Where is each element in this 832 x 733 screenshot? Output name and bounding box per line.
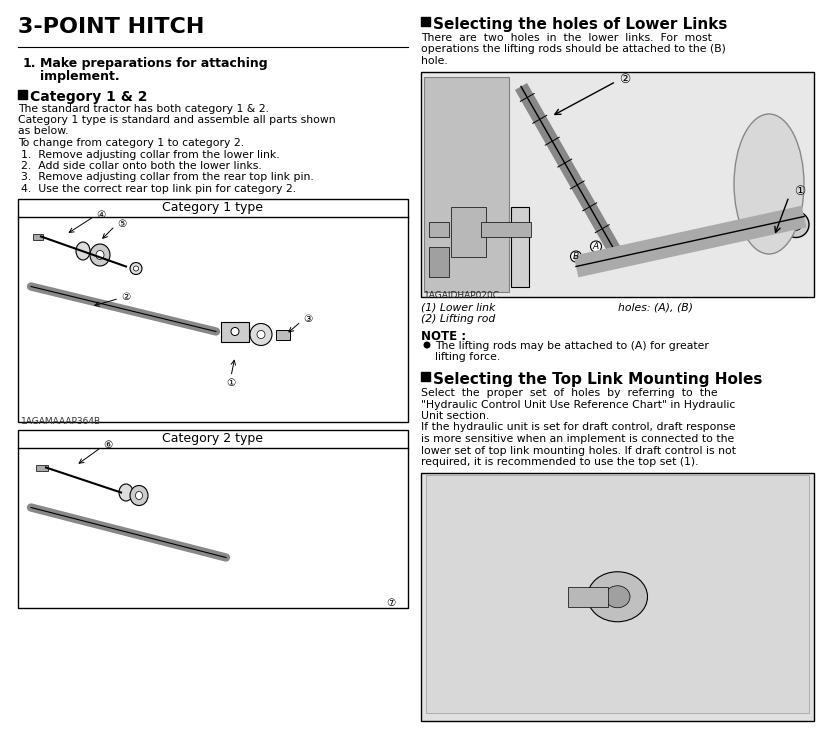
- Text: implement.: implement.: [40, 70, 120, 83]
- Bar: [18, 90, 27, 99]
- Text: 1AGAMAAAP364B: 1AGAMAAAP364B: [21, 418, 102, 427]
- Ellipse shape: [133, 266, 138, 271]
- Text: There  are  two  holes  in  the  lower  links.  For  most: There are two holes in the lower links. …: [421, 33, 712, 43]
- Bar: [421, 17, 430, 26]
- Bar: [426, 474, 809, 713]
- Ellipse shape: [587, 572, 647, 622]
- Text: ⑦: ⑦: [386, 597, 395, 608]
- Text: ②: ②: [121, 292, 131, 301]
- Ellipse shape: [76, 242, 90, 260]
- Text: 1.: 1.: [23, 57, 37, 70]
- Text: required, it is recommended to use the top set (1).: required, it is recommended to use the t…: [421, 457, 699, 467]
- Text: "Hydraulic Control Unit Use Reference Chart" in Hydraulic: "Hydraulic Control Unit Use Reference Ch…: [421, 399, 735, 410]
- Text: If the hydraulic unit is set for draft control, draft response: If the hydraulic unit is set for draft c…: [421, 422, 735, 432]
- Text: ③: ③: [303, 314, 312, 325]
- Text: The standard tractor has both category 1 & 2.: The standard tractor has both category 1…: [18, 103, 269, 114]
- Text: Category 2 type: Category 2 type: [162, 432, 264, 445]
- Text: Unit section.: Unit section.: [421, 411, 489, 421]
- Ellipse shape: [790, 218, 802, 230]
- Text: operations the lifting rods should be attached to the (B): operations the lifting rods should be at…: [421, 45, 726, 54]
- Text: The lifting rods may be attached to (A) for greater: The lifting rods may be attached to (A) …: [435, 341, 709, 351]
- Text: Selecting the Top Link Mounting Holes: Selecting the Top Link Mounting Holes: [433, 372, 762, 387]
- Text: ④: ④: [96, 210, 106, 219]
- Bar: [451, 207, 486, 257]
- Text: To change from category 1 to category 2.: To change from category 1 to category 2.: [18, 138, 244, 148]
- Text: ⑤: ⑤: [117, 219, 126, 229]
- Ellipse shape: [130, 485, 148, 506]
- Ellipse shape: [119, 484, 133, 501]
- Ellipse shape: [231, 328, 239, 336]
- Text: ⑥: ⑥: [103, 441, 112, 451]
- Bar: [421, 72, 814, 297]
- Text: ②: ②: [619, 73, 631, 86]
- Text: ①: ①: [794, 185, 805, 198]
- Bar: [424, 76, 509, 292]
- Ellipse shape: [90, 244, 110, 266]
- Text: Category 1 type: Category 1 type: [162, 201, 264, 214]
- Ellipse shape: [571, 251, 582, 262]
- Ellipse shape: [136, 492, 142, 499]
- Text: 3.  Remove adjusting collar from the rear top link pin.: 3. Remove adjusting collar from the rear…: [21, 172, 314, 183]
- Text: Make preparations for attaching: Make preparations for attaching: [40, 57, 268, 70]
- Text: 4.  Use the correct rear top link pin for category 2.: 4. Use the correct rear top link pin for…: [21, 184, 296, 194]
- Text: Category 1 & 2: Category 1 & 2: [30, 90, 147, 104]
- Text: hole.: hole.: [421, 56, 448, 66]
- Text: as below.: as below.: [18, 127, 68, 136]
- Bar: [567, 586, 607, 607]
- Text: ①: ①: [226, 378, 235, 388]
- Text: Category 1 type is standard and assemble all parts shown: Category 1 type is standard and assemble…: [18, 115, 335, 125]
- Bar: [276, 330, 290, 339]
- Text: lifting force.: lifting force.: [435, 353, 500, 363]
- Ellipse shape: [591, 241, 602, 252]
- Text: 1.  Remove adjusting collar from the lower link.: 1. Remove adjusting collar from the lowe…: [21, 150, 280, 160]
- Bar: [33, 234, 43, 240]
- Text: 3-POINT HITCH: 3-POINT HITCH: [18, 17, 205, 37]
- Text: Selecting the holes of Lower Links: Selecting the holes of Lower Links: [433, 17, 727, 32]
- Text: lower set of top link mounting holes. If draft control is not: lower set of top link mounting holes. If…: [421, 446, 736, 455]
- Text: NOTE :: NOTE :: [421, 330, 466, 342]
- Bar: [221, 322, 249, 342]
- Text: 1AGAIDHAP020C: 1AGAIDHAP020C: [424, 292, 500, 301]
- Text: A: A: [593, 242, 599, 251]
- Text: Select  the  proper  set  of  holes  by  referring  to  the: Select the proper set of holes by referr…: [421, 388, 718, 398]
- Ellipse shape: [783, 212, 809, 237]
- Text: (2) Lifting rod: (2) Lifting rod: [421, 314, 495, 324]
- Text: B: B: [573, 252, 579, 261]
- Text: holes: (A), (B): holes: (A), (B): [617, 303, 692, 312]
- Text: (1) Lower link: (1) Lower link: [421, 303, 495, 312]
- Bar: [36, 465, 48, 471]
- Bar: [421, 372, 430, 381]
- Ellipse shape: [250, 323, 272, 345]
- Bar: [481, 221, 531, 237]
- Ellipse shape: [130, 262, 142, 274]
- Ellipse shape: [423, 342, 430, 348]
- Text: 2.  Add side collar onto both the lower links.: 2. Add side collar onto both the lower l…: [21, 161, 262, 171]
- Bar: [421, 473, 814, 721]
- Ellipse shape: [605, 586, 630, 608]
- Bar: [429, 246, 449, 276]
- Bar: [429, 221, 449, 237]
- Bar: [18, 430, 408, 608]
- Ellipse shape: [734, 114, 804, 254]
- Bar: [511, 207, 529, 287]
- Ellipse shape: [257, 331, 265, 339]
- Bar: [18, 199, 408, 421]
- Text: is more sensitive when an implement is connected to the: is more sensitive when an implement is c…: [421, 434, 735, 444]
- Ellipse shape: [96, 251, 104, 259]
